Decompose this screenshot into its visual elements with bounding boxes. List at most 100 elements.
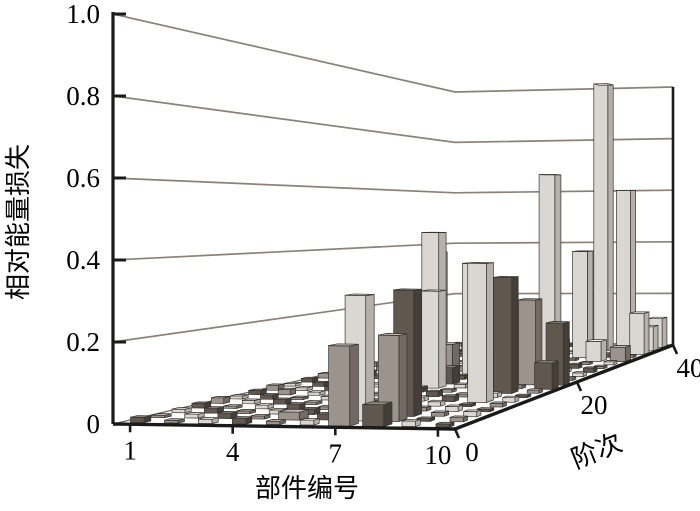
bar-stub [231,417,247,425]
chart-axes [111,12,679,439]
bar-stub [248,388,267,391]
bar-stub [416,416,436,420]
z-axis-tick-label: 0.4 [66,245,100,275]
y-axis-title: 阶次 [567,428,626,474]
bar [452,365,461,385]
z-axis-title: 相对能量损失 [4,144,33,300]
bar-stub [427,401,441,407]
bar-stub [445,404,463,407]
bar [607,83,614,352]
bar-stub [241,398,261,401]
bar [609,346,626,362]
bar [585,339,607,342]
bar [493,276,513,394]
bar [438,289,447,389]
bar [661,316,668,348]
bar-stub [266,384,279,391]
wall-gridline [112,13,674,93]
x-axis-tick-label: 1 [123,435,137,465]
bar-stub [130,416,145,423]
bar [518,298,543,301]
bar [629,311,650,314]
bar-stub [307,391,321,396]
bar [393,288,423,291]
bar-stub [223,404,243,407]
bar-stub [236,409,256,412]
bar-stub [254,403,275,406]
bar-stub [489,401,507,404]
bar-stub [603,360,618,363]
y-axis-tick-label: 40 [677,353,700,383]
bar-stub [130,415,152,418]
bar-stub [489,402,503,408]
bar-stub [301,378,313,383]
bar-stub [425,389,443,392]
bar-stub [277,389,291,396]
bar [593,83,614,86]
bar [562,321,570,386]
bar [493,275,519,278]
bar [467,261,494,264]
bar [278,408,309,413]
bar-stub [295,387,308,391]
bar-stub [260,393,279,396]
bar [328,343,359,347]
bar [362,401,393,406]
bar [585,340,602,362]
bar [398,333,408,422]
bar-stub [286,402,306,405]
bar-stub [568,362,583,365]
bar [349,343,359,427]
bar-stub [250,413,271,417]
wall-gridline [112,177,674,194]
bar [609,345,631,348]
bar-stub [430,410,450,413]
bar [278,411,300,421]
bar-stub [204,406,224,409]
bar-stub [277,387,297,390]
bar [377,333,408,336]
bar-stub [272,397,292,400]
bar [551,360,559,390]
bar-stub [229,394,249,397]
y-axis-tick-label: 20 [580,390,607,420]
bar-stub [299,418,320,421]
bar [413,288,423,417]
bar-stub [184,413,199,419]
y-axis-tick [671,344,679,355]
bar [328,345,351,427]
bar [344,293,375,296]
bar-stub [603,361,615,366]
bar-stub [526,388,543,391]
bar-stub [198,417,219,420]
bar [572,251,588,358]
bar [486,262,494,403]
bar-stub [283,381,302,384]
bar [648,316,668,320]
bar [421,231,447,234]
bar-stub [463,409,482,412]
bar-stub [265,420,281,425]
bar [652,324,659,352]
z-axis-tick-label: 1.0 [66,0,100,29]
bar-stub [191,401,212,404]
bar [600,339,607,362]
bar-stub [231,416,253,419]
bar [643,311,650,355]
x-axis-tick-label: 4 [226,437,240,467]
bar-stub [449,415,468,419]
bar [616,189,631,352]
bar-stub [265,419,286,422]
bar-stub [198,418,213,424]
bar [572,250,594,252]
bar-stub [303,400,323,403]
bar-stub [526,389,540,394]
bar-stub [312,382,325,387]
y-axis-tick [453,428,461,439]
bar [534,360,559,364]
bar [629,312,645,355]
y-axis-tick [575,381,583,392]
bar [518,299,536,386]
bar-stub [254,404,269,410]
